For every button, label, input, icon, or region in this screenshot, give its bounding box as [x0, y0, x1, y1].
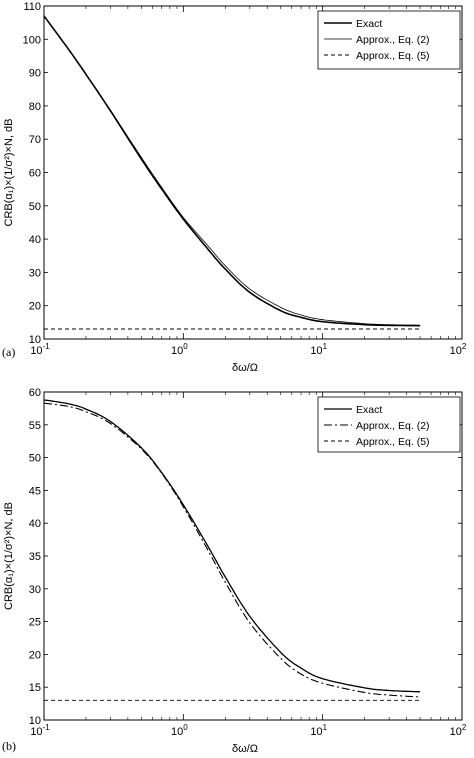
x-tick-exponent: -1	[43, 342, 51, 351]
y-tick-label: 45	[29, 485, 41, 497]
y-tick-label: 30	[29, 584, 41, 596]
x-tick-base: 10	[30, 345, 42, 357]
y-tick-label: 60	[29, 387, 41, 399]
x-tick-label: 100	[171, 723, 188, 738]
x-tick-base: 10	[171, 726, 183, 738]
y-tick-label: 10	[29, 334, 41, 346]
x-tick-base: 10	[30, 726, 42, 738]
y-axis-label: CRB(α₁)×(1/σ²)×N, dB	[3, 119, 15, 227]
x-tick-base: 10	[310, 726, 322, 738]
series-line-2	[43, 402, 421, 698]
x-tick-base: 10	[171, 345, 183, 357]
y-tick-label: 100	[23, 34, 41, 46]
series-line-2	[43, 15, 421, 326]
y-tick-label: 40	[29, 234, 41, 246]
x-tick-label: 100	[171, 342, 188, 357]
y-tick-label: 70	[29, 134, 41, 146]
x-axis-label: δω/Ω	[232, 362, 258, 374]
y-tick-label: 60	[29, 168, 41, 180]
y-tick-label: 50	[29, 201, 41, 213]
x-tick-exponent: 0	[183, 723, 188, 732]
x-axis-label: δω/Ω	[232, 743, 258, 755]
panel-label: (a)	[2, 345, 15, 359]
legend-box	[317, 10, 461, 70]
legend: Exact Approx., Eq. (2) Approx., Eq. (5)	[317, 396, 461, 453]
y-tick-label: 40	[29, 518, 41, 530]
series-line-1	[43, 399, 421, 693]
legend-entry-2: Approx., Eq. (2)	[356, 34, 430, 46]
y-tick-label: 30	[29, 267, 41, 279]
x-tick-label: 10-1	[30, 342, 50, 357]
y-tick-label: 50	[29, 453, 41, 465]
y-tick-label: 35	[29, 551, 41, 563]
y-tick-label: 10	[29, 715, 41, 727]
legend-entry-3: Approx., Eq. (5)	[356, 436, 430, 448]
legend-entry-3: Approx., Eq. (5)	[356, 50, 430, 62]
y-tick-label: 110	[23, 1, 41, 13]
x-tick-exponent: -1	[43, 723, 51, 732]
x-tick-base: 10	[450, 345, 462, 357]
x-tick-exponent: 1	[323, 723, 328, 732]
y-tick-label: 15	[29, 682, 41, 694]
legend-entry-1: Exact	[356, 18, 382, 30]
legend-entry-2: Approx., Eq. (2)	[356, 420, 430, 432]
x-tick-label: 101	[310, 342, 327, 357]
y-tick-label: 80	[29, 101, 41, 113]
y-tick-label: 20	[29, 649, 41, 661]
y-axis-label: CRB(α₁)×(1/σ²)×N, dB	[3, 502, 15, 610]
x-tick-label: 10-1	[30, 723, 50, 738]
x-tick-label: 101	[310, 723, 327, 738]
y-tick-label: 25	[29, 617, 41, 629]
x-tick-base: 10	[450, 726, 462, 738]
y-tick-label: 55	[29, 420, 41, 432]
x-tick-label: 102	[450, 723, 467, 738]
legend: Exact Approx., Eq. (2) Approx., Eq. (5)	[317, 10, 461, 70]
x-tick-base: 10	[310, 345, 322, 357]
y-tick-label: 20	[29, 301, 41, 313]
y-tick-label: 90	[29, 68, 41, 80]
legend-entry-1: Exact	[356, 404, 382, 416]
x-tick-exponent: 1	[323, 342, 328, 351]
x-tick-exponent: 2	[462, 723, 467, 732]
x-tick-exponent: 0	[183, 342, 188, 351]
panel-label: (b)	[2, 739, 16, 753]
x-tick-exponent: 2	[462, 342, 467, 351]
x-tick-label: 102	[450, 342, 467, 357]
